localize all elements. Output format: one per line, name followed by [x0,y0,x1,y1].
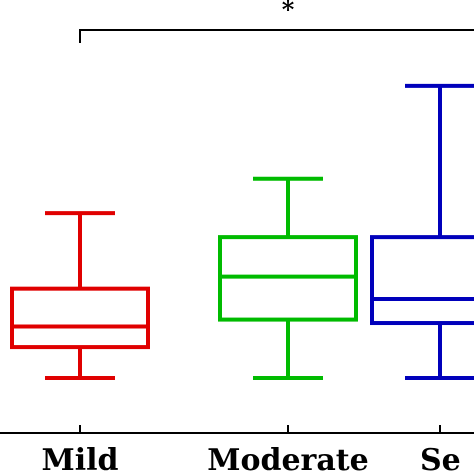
iqr-box-se [370,235,474,326]
significance-marker: * [282,0,295,24]
iqr-box-mild [10,286,150,350]
x-tick-label-mild: Mild [42,443,119,474]
box-mild [10,211,150,381]
x-tick-label-se: Se [420,443,461,474]
significance-bracket [79,29,474,43]
box-se [370,83,474,381]
x-tick-label-moderate: Moderate [207,443,368,474]
box-moderate [218,176,358,381]
